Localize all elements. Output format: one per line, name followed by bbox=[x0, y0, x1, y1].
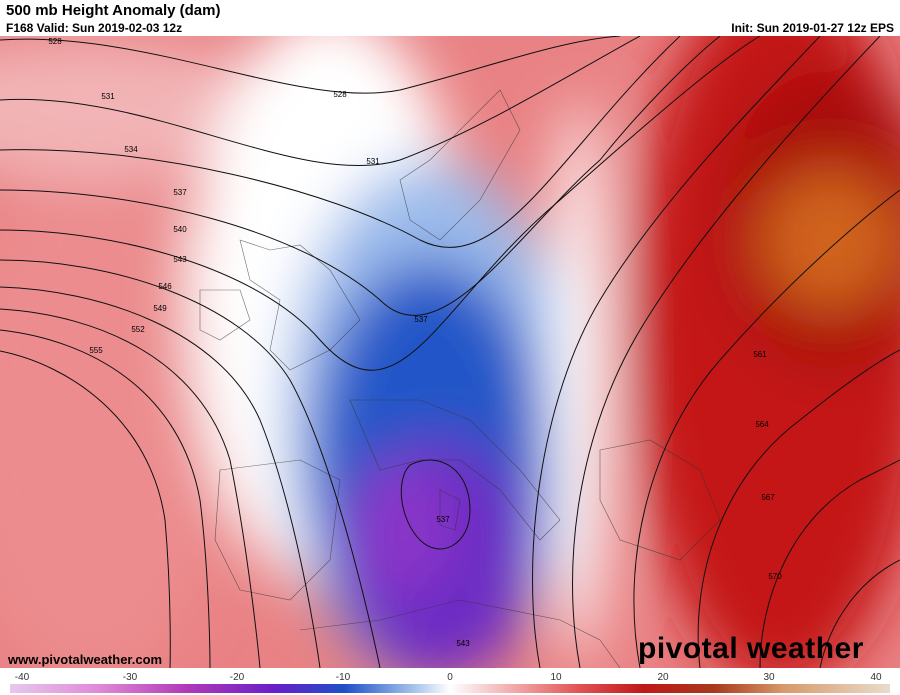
valid-time: F168 Valid: Sun 2019-02-03 12z bbox=[6, 21, 182, 35]
contour-label: 561 bbox=[753, 350, 767, 359]
contour-label: 564 bbox=[755, 420, 769, 429]
contour-labels: 528 531 528 534 531 537 540 543 546 549 … bbox=[48, 37, 782, 648]
contour-label: 534 bbox=[124, 145, 138, 154]
colorbar-tick: -30 bbox=[123, 672, 138, 683]
contour-label: 543 bbox=[173, 255, 187, 264]
colorbar-tick: -10 bbox=[336, 672, 351, 683]
colorbar-tick: -40 bbox=[15, 672, 30, 683]
contour-label: 543 bbox=[456, 639, 470, 648]
colorbar-tick: -20 bbox=[230, 672, 245, 683]
colorbar-tick: 0 bbox=[447, 672, 453, 683]
contour-label: 531 bbox=[101, 92, 115, 101]
colorbar-ticks: -40 -30 -20 -10 0 10 20 30 40 bbox=[15, 672, 882, 683]
contour-label: 537 bbox=[414, 315, 428, 324]
contour-label: 552 bbox=[131, 325, 145, 334]
contour-label: 528 bbox=[48, 37, 62, 46]
colorbar-tick: 30 bbox=[763, 672, 775, 683]
contour-label: 567 bbox=[761, 493, 775, 502]
website: www.pivotalweather.com bbox=[7, 652, 162, 667]
init-time: Init: Sun 2019-01-27 12z EPS bbox=[731, 21, 894, 35]
colorbar bbox=[10, 684, 890, 693]
contour-label: 570 bbox=[768, 572, 782, 581]
contour-label: 546 bbox=[158, 282, 172, 291]
contour-label: 537 bbox=[436, 515, 450, 524]
title: 500 mb Height Anomaly (dam) bbox=[6, 2, 220, 19]
contour-label: 549 bbox=[153, 304, 167, 313]
contour-label: 555 bbox=[89, 346, 103, 355]
colorbar-tick: 10 bbox=[550, 672, 562, 683]
colorbar-tick: 40 bbox=[870, 672, 882, 683]
logo: pivotal weather bbox=[638, 632, 864, 665]
contour-label: 540 bbox=[173, 225, 187, 234]
contour-label: 528 bbox=[333, 90, 347, 99]
contour-label: 531 bbox=[366, 157, 380, 166]
colorbar-tick: 20 bbox=[657, 672, 669, 683]
contour-label: 537 bbox=[173, 188, 187, 197]
